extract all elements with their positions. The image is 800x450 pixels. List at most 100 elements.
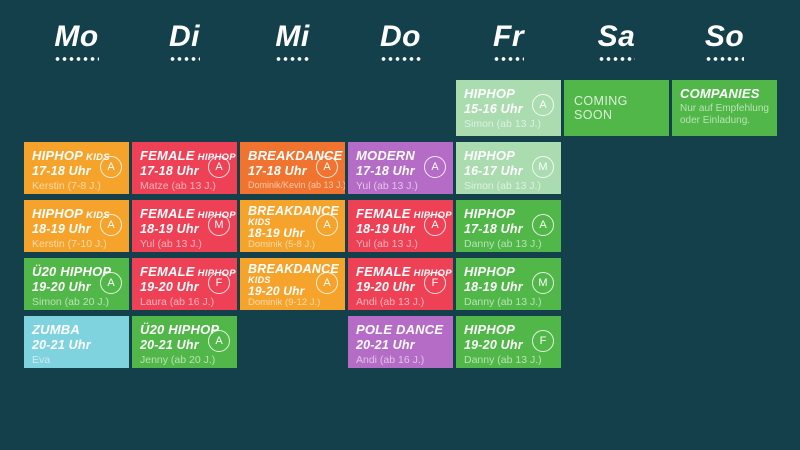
class-time: 19-20 Uhr <box>248 283 305 298</box>
level-badge: F <box>208 272 230 294</box>
class-card: FEMALE HIPHOP 17-18 Uhr Matze (ab 13 J.) … <box>132 142 237 194</box>
class-title-block: KIDS <box>248 216 271 227</box>
class-teacher: Laura (ab 16 J.) <box>140 295 215 308</box>
class-title-suffix: KIDS <box>86 210 110 221</box>
class-teacher: Dominik (9-12 J.) <box>248 297 321 309</box>
weekday-label: So <box>704 20 745 53</box>
class-title: POLE DANCE <box>356 322 445 338</box>
class-teacher: Kerstin (7-10 J.) <box>32 237 107 250</box>
class-title: Ü20 HIPHOP <box>32 264 121 280</box>
weekday-label: Mo <box>54 20 99 53</box>
class-time: 18-19 Uhr <box>32 221 91 236</box>
class-title-text: ZUMBA <box>32 322 80 337</box>
dotted-underline <box>493 55 524 62</box>
class-teacher: Dominik/Kevin (ab 13 J.) <box>248 179 345 190</box>
class-teacher: Danny (ab 13 J.) <box>464 353 542 366</box>
class-time: 17-18 Uhr <box>356 163 415 178</box>
class-time: 19-20 Uhr <box>356 279 415 294</box>
class-card: FEMALE HIPHOP 19-20 Uhr Laura (ab 16 J.) … <box>132 258 237 310</box>
class-title: HIPHOP <box>464 322 553 338</box>
level-badge: A <box>532 94 554 116</box>
level-badge: A <box>424 214 446 236</box>
weekday-header-di: Di <box>132 18 237 62</box>
class-title-text: FEMALE <box>140 148 195 163</box>
level-badge: A <box>208 330 230 352</box>
class-card: FEMALE HIPHOP 18-19 Uhr Yul (ab 13 J.) M <box>132 200 237 252</box>
dotted-underline <box>704 55 745 62</box>
class-title: COMPANIES <box>680 86 769 102</box>
level-badge: A <box>100 214 122 236</box>
class-card: HIPHOP 15-16 Uhr Simon (ab 13 J.) A <box>456 80 561 136</box>
class-time: 17-18 Uhr <box>248 163 307 178</box>
class-title-text: Ü20 HIPHOP <box>32 264 112 279</box>
class-teacher: Yul (ab 13 J.) <box>356 179 418 192</box>
class-title: MODERN <box>356 148 445 164</box>
class-title-text: HIPHOP <box>32 206 84 221</box>
class-card: ZUMBA 20-21 Uhr Eva <box>24 316 129 368</box>
dotted-underline <box>54 55 99 62</box>
class-card: BREAKDANCE KIDS 19-20 Uhr Dominik (9-12 … <box>240 258 345 310</box>
dotted-underline <box>597 55 636 62</box>
dotted-underline <box>380 55 421 62</box>
class-title-text: FEMALE <box>356 264 411 279</box>
class-card: Ü20 HIPHOP 19-20 Uhr Simon (ab 20 J.) A <box>24 258 129 310</box>
class-teacher: Andi (ab 16 J.) <box>356 353 425 366</box>
weekday-label: Fr <box>493 20 524 53</box>
class-title-text: FEMALE <box>140 206 195 221</box>
level-badge: A <box>424 156 446 178</box>
dotted-underline <box>169 55 200 62</box>
class-title: HIPHOP <box>464 148 553 164</box>
class-teacher: Simon (ab 13 J.) <box>464 117 542 130</box>
class-title-text: BREAKDANCE <box>248 262 339 276</box>
class-title-text: COMPANIES <box>680 86 760 101</box>
class-title-text: HIPHOP <box>464 86 516 101</box>
class-title-text: HIPHOP <box>464 264 516 279</box>
class-card: POLE DANCE 20-21 Uhr Andi (ab 16 J.) <box>348 316 453 368</box>
class-title: HIPHOP KIDS <box>32 206 121 222</box>
class-title: ZUMBA <box>32 322 121 338</box>
class-title-text: FEMALE <box>140 264 195 279</box>
class-card: BREAKDANCE 17-18 Uhr Dominik/Kevin (ab 1… <box>240 142 345 194</box>
class-teacher: Danny (ab 13 J.) <box>464 295 542 308</box>
class-teacher: Dominik (5-8 J.) <box>248 239 316 251</box>
class-time: 20-21 Uhr <box>356 337 415 352</box>
class-time: 18-19 Uhr <box>356 221 415 236</box>
class-title: HIPHOP <box>464 206 553 222</box>
weekday-header-mi: Mi <box>240 18 345 62</box>
class-card: BREAKDANCE KIDS 18-19 Uhr Dominik (5-8 J… <box>240 200 345 252</box>
companies-card: COMPANIES Nur auf Empfehlung oder Einlad… <box>672 80 777 136</box>
weekday-header-do: Do <box>348 18 453 62</box>
class-time: 16-17 Uhr <box>464 163 523 178</box>
class-title-text: Ü20 HIPHOP <box>140 322 220 337</box>
class-teacher: Eva <box>32 353 51 366</box>
class-title: BREAKDANCE <box>248 205 339 218</box>
weekday-header-so: So <box>672 18 777 62</box>
class-title-text: HIPHOP <box>464 206 516 221</box>
class-card: HIPHOP 18-19 Uhr Danny (ab 13 J.) M <box>456 258 561 310</box>
class-card: FEMALE HIPHOP 19-20 Uhr Andi (ab 13 J.) F <box>348 258 453 310</box>
level-badge: A <box>316 272 338 294</box>
level-badge: M <box>532 156 554 178</box>
class-time: 17-18 Uhr <box>32 163 91 178</box>
dotted-underline <box>275 55 310 62</box>
weekday-header-fr: Fr <box>456 18 561 62</box>
class-time: 20-21 Uhr <box>32 337 91 352</box>
class-teacher: Simon (ab 20 J.) <box>32 295 110 308</box>
schedule-grid: HIPHOP KIDS 17-18 Uhr Kerstin (7-8 J.) A … <box>24 80 777 368</box>
level-badge: A <box>208 156 230 178</box>
weekday-header-row: Mo Di Mi Do Fr Sa So <box>24 18 777 62</box>
class-teacher: Matze (ab 13 J.) <box>140 179 216 192</box>
class-title: HIPHOP <box>464 264 553 280</box>
level-badge: A <box>532 214 554 236</box>
weekday-label: Di <box>169 20 200 53</box>
class-time: 19-20 Uhr <box>140 279 199 294</box>
class-title: Ü20 HIPHOP <box>140 322 229 338</box>
class-time: 20-21 Uhr <box>140 337 199 352</box>
class-teacher: Danny (ab 13 J.) <box>464 237 542 250</box>
weekday-header-mo: Mo <box>24 18 129 62</box>
class-time: 18-19 Uhr <box>464 279 523 294</box>
class-title: BREAKDANCE <box>248 262 339 276</box>
class-card: HIPHOP KIDS 17-18 Uhr Kerstin (7-8 J.) A <box>24 142 129 194</box>
level-badge: M <box>208 214 230 236</box>
class-card: Ü20 HIPHOP 20-21 Uhr Jenny (ab 20 J.) A <box>132 316 237 368</box>
